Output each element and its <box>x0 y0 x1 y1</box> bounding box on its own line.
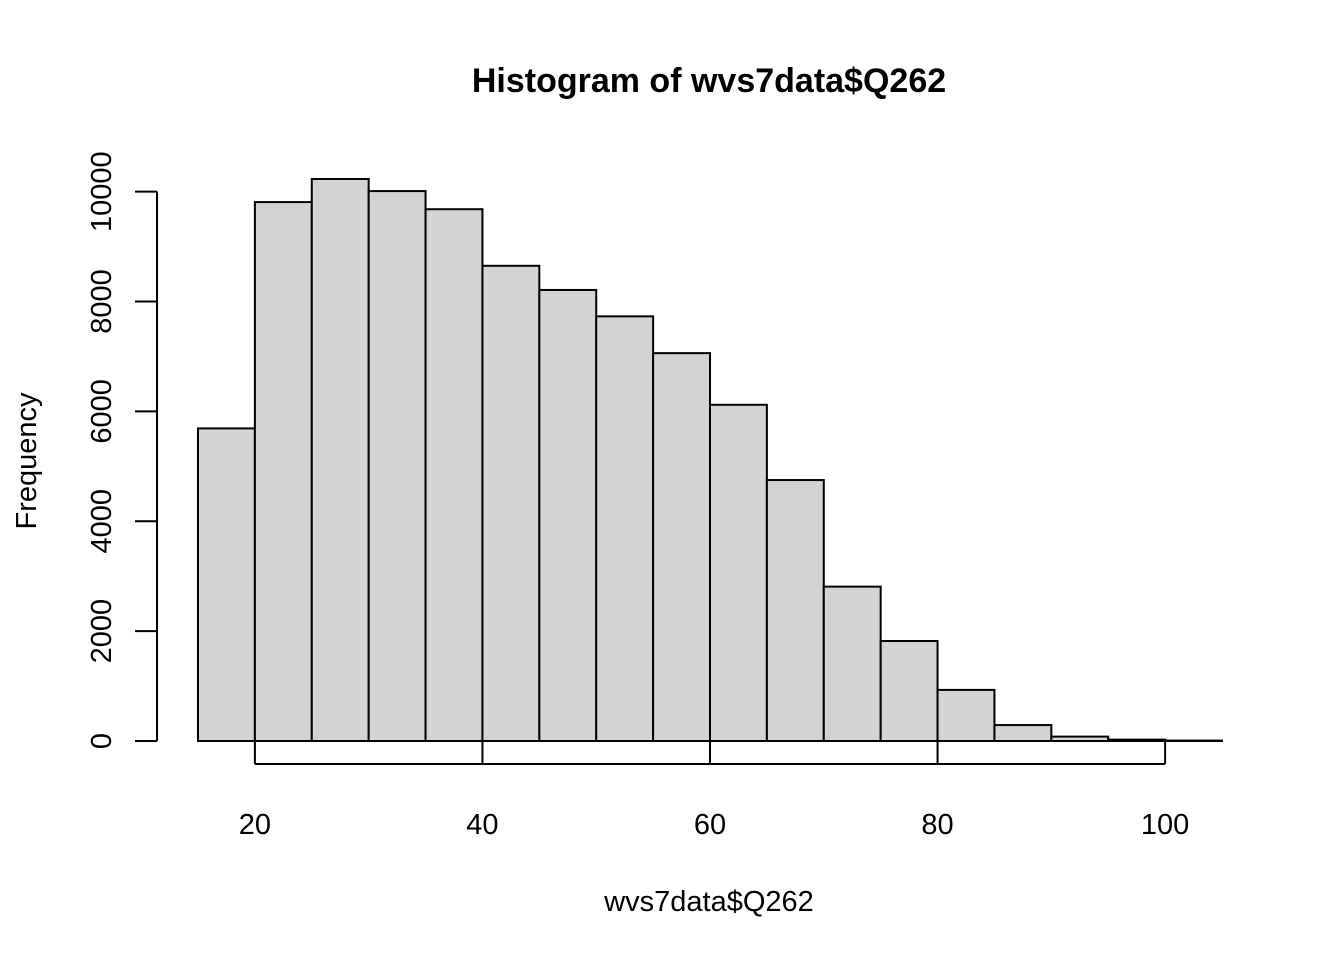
histogram-bar <box>197 427 256 742</box>
y-tick-label: 2000 <box>86 599 118 664</box>
histogram-bar <box>652 352 711 742</box>
y-axis: 0 2000 4000 6000 8000 10000 <box>86 151 158 749</box>
histogram-bar <box>993 724 1053 742</box>
x-tick-label: 40 <box>466 809 498 841</box>
histogram-bar <box>424 208 484 743</box>
y-tick-label: 8000 <box>86 269 118 334</box>
y-tick-label: 0 <box>86 733 118 749</box>
chart-title: Histogram of wvs7data$Q262 <box>472 62 946 100</box>
histogram-bar <box>367 190 427 743</box>
histogram-bar <box>310 178 370 742</box>
histogram-bar <box>481 264 541 742</box>
histogram-bar <box>253 201 313 743</box>
x-tick-label: 80 <box>921 809 953 841</box>
histogram-bar <box>595 315 655 742</box>
y-tick-label: 10000 <box>86 151 118 232</box>
histogram-bar <box>709 403 768 742</box>
x-tick-label: 60 <box>694 809 726 841</box>
x-axis: 20 40 60 80 100 <box>239 742 1189 841</box>
y-tick-label: 6000 <box>86 379 118 444</box>
y-axis-label: Frequency <box>11 392 43 530</box>
x-tick-label: 100 <box>1141 809 1189 841</box>
x-axis-label: wvs7data$Q262 <box>603 886 814 918</box>
histogram-bars <box>197 178 1223 743</box>
histogram-bar <box>538 288 598 742</box>
x-tick-label: 20 <box>239 809 271 841</box>
histogram-bar <box>879 640 939 742</box>
histogram-bar <box>765 479 825 742</box>
histogram-bar <box>822 585 882 742</box>
y-tick-label: 4000 <box>86 489 118 554</box>
histogram-bar <box>936 688 996 743</box>
